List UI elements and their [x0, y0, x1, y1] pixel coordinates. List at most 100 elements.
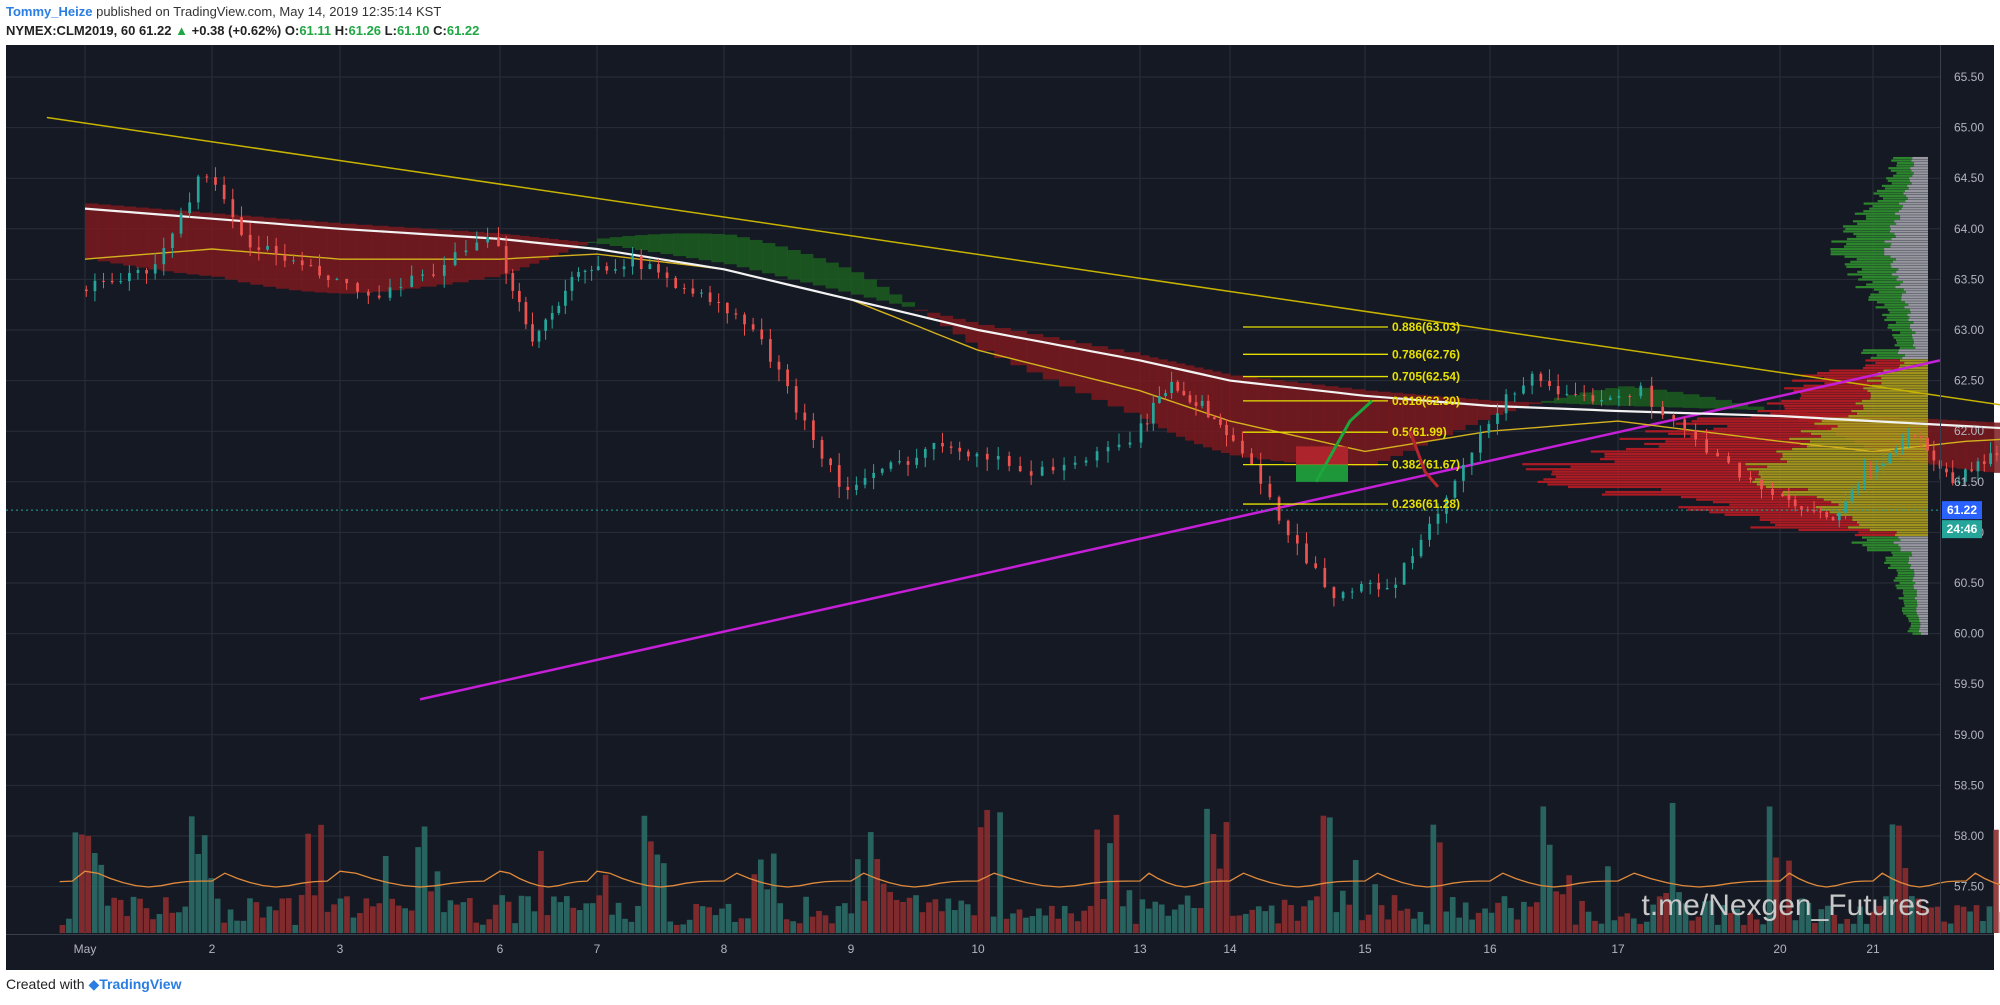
cloud-segment — [110, 205, 124, 264]
profile-bar — [1902, 356, 1928, 360]
candle-body — [1837, 512, 1841, 521]
volume-bar — [854, 859, 861, 933]
profile-bar — [1912, 632, 1922, 635]
candle-body — [1419, 539, 1423, 557]
volume-bar — [156, 914, 163, 933]
candle-body — [1305, 543, 1308, 564]
volume-bar — [1107, 843, 1113, 933]
candle-body — [421, 274, 424, 276]
profile-bar — [1907, 184, 1928, 187]
volume-profile — [1522, 156, 1928, 635]
volume-bar — [900, 901, 906, 933]
time-tick-label: 20 — [1773, 942, 1787, 956]
candle-body — [570, 276, 574, 291]
profile-bar — [1522, 463, 1746, 466]
profile-bar — [1884, 253, 1928, 256]
profile-bar — [1852, 220, 1895, 223]
time-tick-label: 21 — [1866, 942, 1880, 956]
volume-bar — [913, 895, 919, 933]
candle-body — [1479, 432, 1482, 453]
candle-body — [1639, 385, 1643, 397]
profile-bar — [1759, 516, 1853, 519]
volume-bar — [602, 874, 609, 933]
cloud-segment — [1835, 413, 1846, 437]
volume-bar — [1695, 916, 1702, 933]
candle-body — [966, 451, 970, 457]
volume-bar — [822, 915, 829, 933]
price-axis[interactable]: 57.5058.0058.5059.0059.5060.0060.5061.00… — [1954, 70, 1984, 894]
profile-bar — [1896, 172, 1914, 175]
profile-bar — [1851, 409, 1928, 413]
candle-body — [1250, 453, 1253, 465]
volume-bar — [1036, 908, 1042, 933]
cloud-segment — [978, 324, 995, 351]
candle-body — [432, 274, 435, 276]
cloud-segment — [538, 237, 549, 261]
volume-bar — [1145, 908, 1152, 933]
candle-body — [657, 264, 660, 273]
axis-separator — [1940, 45, 1941, 935]
profile-bar — [1668, 432, 1812, 435]
profile-bar — [1903, 288, 1928, 291]
price-chart[interactable]: 0.886(63.03) 0.786(62.76) 0.705(62.54) 0.61… — [0, 45, 2000, 970]
candle-body — [300, 260, 304, 266]
profile-bar — [1800, 392, 1871, 395]
candle-body — [1095, 451, 1099, 461]
candle-body — [196, 176, 200, 203]
profile-bar — [1908, 619, 1920, 623]
candle-body — [1539, 373, 1543, 382]
profile-bar — [1893, 156, 1913, 160]
o-label: O: — [284, 23, 300, 38]
profile-bar — [1893, 336, 1913, 339]
tradingview-brand-link[interactable]: TradingView — [99, 976, 182, 992]
profile-bar — [1884, 187, 1909, 190]
author-link[interactable]: Tommy_Heize — [6, 4, 93, 19]
cloud-segment — [1682, 394, 1700, 408]
volume-bar — [615, 902, 622, 933]
candle-body — [1771, 488, 1774, 496]
time-axis[interactable]: May 2 3 6 7 8 9 10 13 14 15 16 17 20 21 — [74, 942, 1880, 956]
candle-body — [1875, 466, 1879, 472]
cloud-segment — [762, 243, 776, 274]
volume-bar — [757, 859, 764, 933]
candle-body — [1705, 439, 1708, 453]
candle-body — [145, 270, 148, 274]
profile-bar — [1862, 349, 1899, 352]
profile-bar — [1843, 225, 1890, 228]
profile-bar — [1861, 399, 1928, 403]
profile-bar — [1857, 270, 1897, 274]
candle-body — [1812, 509, 1816, 512]
cloud-segment — [711, 233, 725, 263]
profile-bar — [1831, 427, 1928, 430]
volume-bar — [1087, 905, 1094, 933]
volume-bar — [318, 824, 324, 933]
profile-bar — [1863, 387, 1928, 390]
profile-bar — [1873, 288, 1904, 291]
volume-bar — [175, 912, 182, 933]
candle-body — [1964, 469, 1967, 482]
volume-bar — [654, 854, 661, 933]
profile-bar — [1895, 321, 1914, 324]
candle-body — [1206, 400, 1210, 418]
profile-bar — [1856, 412, 1928, 415]
symbol-line: NYMEX:CLM2019, 60 61.22 ▲ +0.38 (+0.62%)… — [6, 23, 479, 38]
volume-bar — [247, 898, 253, 933]
volume-bar — [829, 923, 835, 933]
volume-bar — [1928, 907, 1935, 933]
volume-bar — [1411, 918, 1417, 933]
profile-bar — [1919, 627, 1928, 630]
forecast-down-arrow — [1408, 430, 1440, 488]
profile-bar — [1863, 202, 1900, 205]
volume-bar — [1954, 905, 1960, 933]
volume-bar — [292, 924, 299, 933]
volume-bar — [926, 902, 932, 933]
profile-bar — [1855, 402, 1928, 405]
volume-bar — [1857, 906, 1863, 933]
volume-bar — [208, 878, 214, 933]
volume-bar — [648, 841, 654, 933]
candle-body — [399, 287, 403, 289]
profile-bar — [1799, 397, 1871, 400]
profile-bar — [1891, 265, 1928, 268]
candle-body — [453, 252, 457, 266]
candle-body — [665, 272, 669, 278]
